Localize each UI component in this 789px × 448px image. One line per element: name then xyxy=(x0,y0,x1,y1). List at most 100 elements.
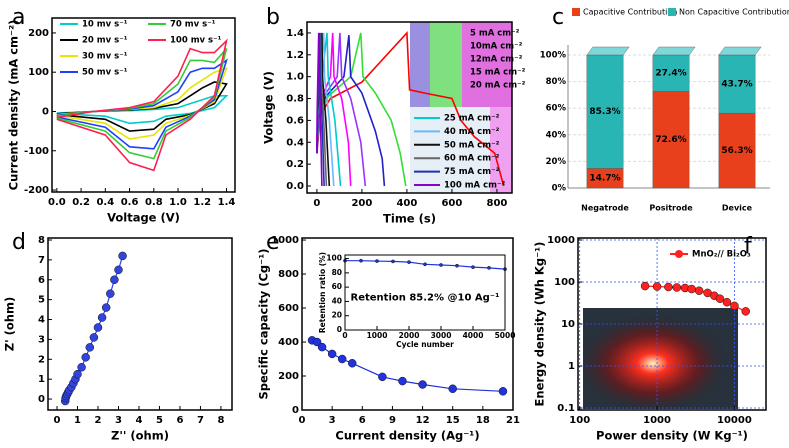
series-line xyxy=(56,67,228,140)
data-point xyxy=(347,359,357,368)
y-tick-label: 100 xyxy=(326,254,342,263)
x-tick-label: 0.4 xyxy=(96,197,114,208)
y-tick-label: 2 xyxy=(38,354,45,365)
data-point xyxy=(378,372,387,382)
x-axis-label: Voltage (V) xyxy=(107,211,180,225)
value-label: 56.3% xyxy=(721,146,752,156)
value-label: 72.6% xyxy=(655,135,686,145)
panel: 0 200 400 600 800 0.0 0.2 0.4 0.6 0.8 1.0 1.2 1.4 5 m… xyxy=(262,21,526,226)
data-point xyxy=(722,297,732,307)
data-point xyxy=(448,384,457,394)
data-point xyxy=(687,284,696,294)
x-tick-label: 1.4 xyxy=(218,197,236,208)
panel-letter: d xyxy=(12,230,26,255)
data-point xyxy=(741,307,750,316)
data-point xyxy=(81,353,90,362)
data-point xyxy=(118,251,127,261)
x-tick-label: 100 xyxy=(569,415,590,426)
data-point xyxy=(498,387,508,396)
series-line xyxy=(56,58,228,150)
y-tick-label: 5 xyxy=(38,295,45,306)
data-point xyxy=(337,354,347,364)
x-tick-label: 0 xyxy=(54,415,61,426)
data-point xyxy=(359,258,363,263)
series-line xyxy=(316,32,323,187)
data-point xyxy=(106,289,115,298)
y-tick-label: 0.4 xyxy=(286,137,304,148)
x-tick-label: 15 xyxy=(446,415,460,426)
data-point xyxy=(327,349,337,359)
y-tick-label: 40% xyxy=(546,130,567,140)
x-tick-label: 4 xyxy=(135,415,142,426)
y-tick-label: 600 xyxy=(278,303,299,314)
data-point xyxy=(101,303,111,312)
x-tick-label: 1.0 xyxy=(169,197,187,208)
y-tick-label: 1.2 xyxy=(286,50,304,61)
y-tick-label: 100 xyxy=(28,67,49,78)
bar-top xyxy=(586,46,630,56)
x-tick-label: Positrode xyxy=(649,204,693,213)
data-point xyxy=(423,262,427,267)
x-tick-label: 0 xyxy=(299,415,306,426)
x-tick-label: 10000 xyxy=(717,415,752,426)
x-tick-label: 0 xyxy=(342,331,347,340)
panel: 0.0 0.2 0.4 0.6 0.8 1.0 1.2 1.4 -200 -100 0 100 200 1… xyxy=(7,17,236,225)
y-tick-label: 20 xyxy=(332,311,342,320)
x-tick-label: 3 xyxy=(329,415,336,426)
x-tick-label: 0 xyxy=(313,198,320,209)
y-tick-label: 1000 xyxy=(271,235,299,246)
y-tick-label: 60% xyxy=(546,104,567,114)
value-label: 43.7% xyxy=(721,80,752,90)
data-point xyxy=(487,266,491,270)
y-tick-label: 0.8 xyxy=(286,94,304,105)
y-tick-label: 0.6 xyxy=(286,115,304,126)
legend-label: 100 mv s⁻¹ xyxy=(170,36,222,46)
y-tick-label: 1.4 xyxy=(286,28,304,39)
x-tick-label: 0.2 xyxy=(72,197,90,208)
y-tick-label: 0 xyxy=(292,405,299,416)
y-tick-label: 60 xyxy=(332,282,342,291)
x-tick-label: 1.2 xyxy=(193,197,211,208)
plot-frame xyxy=(577,237,767,411)
panel-letter: c xyxy=(552,5,564,30)
y-tick-label: 0.2 xyxy=(286,159,304,170)
panel: 100 1000 10000 0.1 1 10 100 1000 MnO₂// Bi₂O₃ Pow… xyxy=(533,235,767,443)
legend-label: 20 mA cm⁻² xyxy=(470,81,526,91)
x-tick-label: 9 xyxy=(389,415,396,426)
y-tick-label: 100 xyxy=(554,277,575,288)
data-point xyxy=(114,265,123,275)
data-point xyxy=(73,369,82,379)
x-tick-label: 18 xyxy=(476,415,490,426)
value-label: 85.3% xyxy=(589,107,620,117)
data-point xyxy=(455,263,459,268)
data-point xyxy=(85,343,95,352)
y-tick-label: 80% xyxy=(546,77,567,87)
y-tick-label: 0.0 xyxy=(286,181,304,192)
x-axis-label: Current density (Ag⁻¹) xyxy=(335,429,479,443)
x-tick-label: 4000 xyxy=(463,331,484,340)
y-tick-label: 7 xyxy=(38,255,45,266)
value-label: 27.4% xyxy=(655,69,686,79)
x-tick-label: 2000 xyxy=(399,331,420,340)
data-point xyxy=(97,313,107,322)
bar-segment xyxy=(652,91,690,189)
bar-segment xyxy=(718,54,756,114)
panel-letter: e xyxy=(266,230,280,255)
x-tick-label: 1000 xyxy=(367,331,388,340)
y-tick-label: 10 xyxy=(561,319,575,330)
x-tick-label: 400 xyxy=(396,198,417,209)
y-tick-label: 0 xyxy=(38,394,45,405)
legend-marker xyxy=(675,250,683,258)
x-tick-label: 5 xyxy=(156,415,163,426)
legend-label: 50 mv s⁻¹ xyxy=(82,68,128,78)
x-tick-label: 3000 xyxy=(431,331,452,340)
legend-label: 20 mv s⁻¹ xyxy=(82,36,128,46)
x-tick-label: 2 xyxy=(95,415,102,426)
x-axis-label: Cycle number xyxy=(396,340,454,349)
y-tick-label: 200 xyxy=(278,371,299,382)
data-point xyxy=(110,275,119,285)
x-tick-label: 6 xyxy=(176,415,183,426)
y-tick-label: -100 xyxy=(24,146,49,157)
